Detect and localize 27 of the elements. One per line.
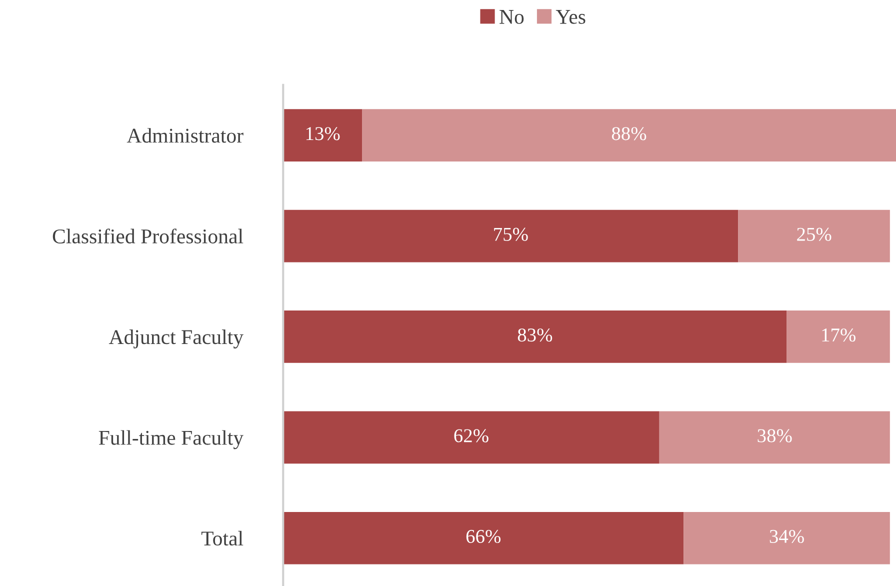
y-tick-label: Adjunct Faculty bbox=[108, 329, 244, 348]
y-tick-label: Classified Professional bbox=[52, 228, 244, 244]
bar bbox=[786, 310, 890, 363]
data-label: 13% bbox=[306, 127, 340, 140]
data-label: 66% bbox=[466, 530, 501, 544]
data-label: 83% bbox=[518, 328, 552, 342]
bar bbox=[283, 109, 362, 162]
bar bbox=[283, 310, 787, 363]
bar bbox=[362, 109, 896, 162]
data-label: 88% bbox=[612, 127, 646, 140]
data-label: 17% bbox=[822, 328, 856, 342]
bar bbox=[738, 210, 890, 262]
data-label: 62% bbox=[454, 429, 488, 442]
bar bbox=[684, 512, 890, 564]
bar bbox=[659, 411, 890, 464]
data-label: 75% bbox=[494, 228, 528, 241]
bar bbox=[283, 210, 738, 262]
legend-label: Yes bbox=[556, 10, 586, 24]
data-label: 25% bbox=[797, 228, 832, 241]
y-tick-label: Total bbox=[201, 530, 244, 546]
y-tick-label: Full-time Faculty bbox=[98, 430, 244, 450]
y-tick-label: Administrator bbox=[126, 128, 244, 143]
data-label: 38% bbox=[758, 429, 792, 442]
bar bbox=[283, 512, 684, 564]
bar bbox=[283, 411, 660, 464]
legend-label: No bbox=[500, 10, 524, 24]
data-label: 34% bbox=[770, 530, 804, 544]
